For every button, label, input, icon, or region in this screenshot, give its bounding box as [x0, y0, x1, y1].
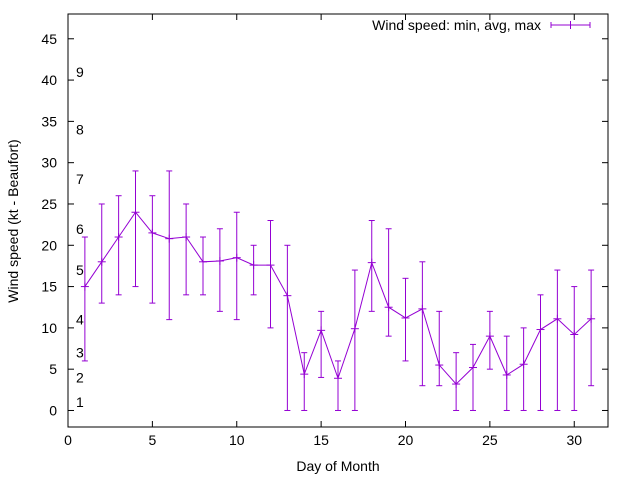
- series-line: [84, 211, 592, 385]
- data-point: [80, 282, 89, 291]
- error-bars: [81, 170, 595, 411]
- error-bar: [81, 236, 88, 362]
- y-tick-label: 40: [41, 72, 57, 88]
- data-point: [570, 330, 579, 339]
- data-point: [553, 314, 562, 323]
- data-point: [97, 257, 106, 266]
- x-axis-ticks: 0 5 10 15 20 25 30: [64, 14, 582, 448]
- error-bar: [132, 170, 139, 288]
- error-bar: [216, 228, 223, 312]
- error-bar: [318, 310, 325, 378]
- beaufort-label: 1: [76, 394, 84, 410]
- data-point: [199, 257, 207, 266]
- x-axis-label: Day of Month: [296, 458, 379, 474]
- data-point: [266, 261, 275, 270]
- data-point: [367, 258, 376, 267]
- error-bar: [520, 327, 527, 411]
- legend: Wind speed: min, avg, max: [372, 17, 591, 33]
- data-point: [519, 360, 528, 369]
- error-bar: [335, 360, 341, 411]
- error-bar: [301, 352, 308, 411]
- y-tick-label: 0: [49, 402, 57, 418]
- error-bar: [554, 269, 561, 411]
- error-bar: [267, 220, 274, 329]
- data-point: [215, 256, 224, 265]
- error-bar: [183, 203, 190, 296]
- y-tick-label: 5: [49, 361, 57, 377]
- data-point: [249, 261, 258, 270]
- data-point: [165, 234, 174, 243]
- error-bar: [537, 294, 544, 411]
- beaufort-label: 3: [76, 345, 84, 361]
- data-point: [384, 303, 393, 312]
- y-tick-label: 45: [41, 31, 57, 47]
- data-point: [536, 325, 545, 334]
- error-bar: [436, 310, 443, 387]
- y-tick-label: 10: [41, 320, 57, 336]
- y-tick-label: 15: [41, 279, 57, 295]
- y-tick-label: 20: [41, 237, 57, 253]
- error-bar: [588, 269, 595, 387]
- data-point: [131, 208, 140, 217]
- error-bar: [470, 343, 476, 411]
- x-tick-label: 20: [398, 432, 414, 448]
- beaufort-labels: 1 2 3 4 5 6 7 8 9: [76, 64, 84, 410]
- data-point: [114, 233, 123, 242]
- x-tick-label: 0: [64, 432, 72, 448]
- beaufort-label: 9: [76, 64, 84, 80]
- beaufort-label: 8: [76, 122, 84, 138]
- x-tick-label: 5: [148, 432, 156, 448]
- beaufort-label: 4: [76, 312, 84, 328]
- plot-frame: [67, 13, 609, 428]
- x-tick-label: 25: [482, 432, 498, 448]
- data-point: [418, 304, 427, 313]
- beaufort-label: 5: [76, 262, 84, 278]
- legend-label: Wind speed: min, avg, max: [372, 17, 541, 33]
- y-tick-label: 35: [41, 113, 57, 129]
- data-point: [182, 233, 191, 242]
- error-bar: [233, 211, 240, 321]
- beaufort-label: 7: [76, 171, 84, 187]
- error-bar: [284, 244, 291, 411]
- y-axis-label: Wind speed (kt - Beaufort): [5, 139, 21, 302]
- x-tick-label: 15: [313, 432, 329, 448]
- data-point: [435, 361, 444, 370]
- data-point: [300, 370, 309, 379]
- error-bar: [166, 170, 173, 321]
- data-point: [587, 314, 596, 323]
- y-tick-label: 25: [41, 196, 57, 212]
- data-point: [452, 380, 461, 389]
- beaufort-label: 6: [76, 221, 84, 237]
- y-tick-label: 30: [41, 155, 57, 171]
- error-bar: [486, 310, 493, 370]
- data-point: [317, 326, 326, 335]
- x-tick-label: 30: [566, 432, 582, 448]
- error-bar: [571, 286, 578, 411]
- error-bar: [200, 236, 206, 296]
- data-point: [148, 228, 157, 237]
- error-bar: [385, 228, 392, 337]
- data-point: [232, 253, 241, 262]
- data-point: [401, 313, 410, 322]
- error-bar: [98, 203, 105, 304]
- error-bar: [419, 261, 426, 387]
- error-bar: [115, 195, 122, 296]
- beaufort-label: 2: [76, 369, 84, 385]
- data-point: [469, 363, 477, 372]
- data-point: [283, 291, 292, 300]
- x-tick-label: 10: [229, 432, 245, 448]
- error-bar: [250, 244, 257, 296]
- data-point: [350, 324, 359, 333]
- error-bar: [149, 195, 156, 304]
- error-bar: [351, 269, 358, 411]
- data-point: [334, 374, 342, 383]
- data-point: [502, 370, 511, 379]
- data-points: [80, 208, 596, 389]
- data-point: [485, 332, 494, 341]
- legend-sample: [550, 21, 591, 29]
